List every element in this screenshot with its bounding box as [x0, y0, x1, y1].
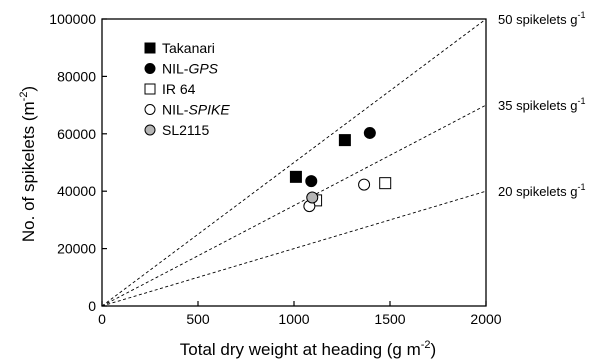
- x-tick-label: 2000: [470, 311, 501, 327]
- legend-marker: [144, 104, 156, 115]
- reference-line-label: 50 spikelets g-1: [498, 10, 586, 27]
- legend-marker: [144, 42, 156, 54]
- legend-label: SL2115: [162, 122, 209, 138]
- legend-label: NIL-SPIKE: [162, 102, 230, 118]
- y-tick-label: 40000: [57, 183, 96, 199]
- data-point-filled-circle: [363, 126, 376, 139]
- y-tick-label: 100000: [49, 11, 96, 27]
- legend-label: IR 64: [162, 81, 196, 97]
- y-axis-label: No. of spikelets (m-2): [18, 86, 38, 242]
- reference-lines: 50 spikelets g-1 35 spikelets g-1 20 spike…: [101, 10, 586, 307]
- x-tick-label: 1000: [278, 311, 309, 327]
- reference-line: [101, 18, 487, 307]
- data-point-filled-square: [338, 134, 351, 147]
- data-point-gray-circle: [306, 191, 319, 204]
- legend-label: NIL-GPS: [162, 61, 219, 77]
- axes: [101, 18, 487, 307]
- legend-marker: [144, 83, 156, 95]
- x-axis-label: Total dry weight at heading (g m-2): [180, 339, 436, 359]
- reference-line: [101, 104, 487, 307]
- tick-labels: 0 500 1000 1500 2000020000400006000080000100…: [49, 11, 501, 327]
- data-point-open-circle: [358, 178, 371, 191]
- reference-line: [101, 190, 487, 307]
- x-tick-label: 0: [98, 311, 106, 327]
- data-point-filled-square: [289, 170, 302, 183]
- y-tick-label: 20000: [57, 241, 96, 257]
- y-tick-label: 0: [88, 298, 96, 314]
- reference-line-label: 35 spikelets g-1: [498, 96, 586, 113]
- data-markers: [289, 126, 392, 213]
- data-point-filled-circle: [305, 175, 318, 188]
- reference-line-label: 20 spikelets g-1: [498, 182, 586, 199]
- legend-marker: [144, 63, 156, 74]
- y-tick-label: 60000: [57, 126, 96, 142]
- x-tick-label: 1500: [374, 311, 405, 327]
- legend-label: Takanari: [162, 40, 215, 56]
- data-point-open-square: [379, 177, 392, 190]
- x-tick-label: 500: [186, 311, 210, 327]
- y-tick-label: 80000: [57, 68, 96, 84]
- legend-marker: [144, 124, 156, 136]
- legend: Takanari NIL-GPS IR 64 NIL-SPIKE SL2115: [144, 40, 230, 138]
